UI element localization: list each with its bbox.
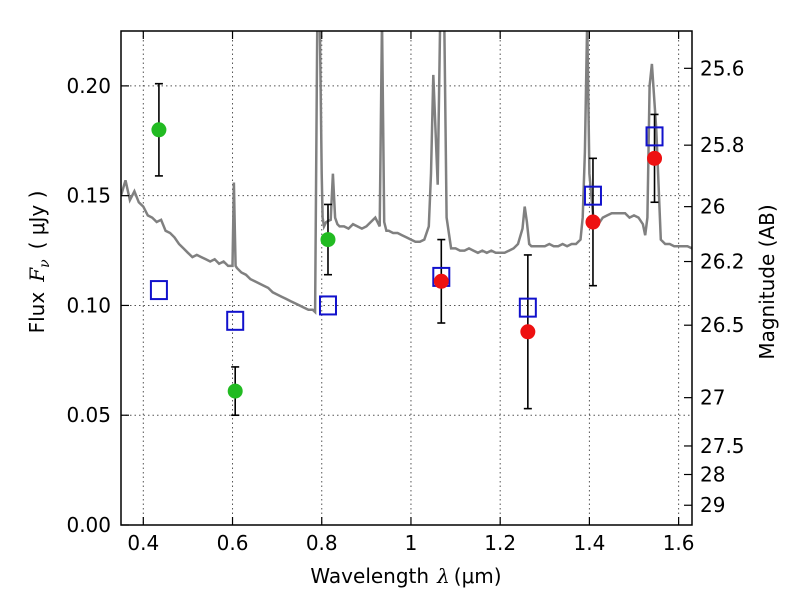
x-tick-label: 0.6	[217, 531, 249, 555]
measured-flux-point	[320, 232, 336, 248]
magnitude-tick-label: 25.6	[700, 56, 745, 80]
magnitude-tick-label: 27.5	[700, 434, 745, 458]
magnitude-ticks: 25.6 25.8 26 26.2 26.5 27 27.5 28 29	[684, 56, 745, 517]
x-tick-label: 1.2	[484, 531, 516, 555]
y-tick-label: 0.15	[66, 184, 111, 208]
x-tick-label: 1	[405, 531, 418, 555]
y-tick-label: 0.05	[66, 403, 111, 427]
magnitude-tick-label: 25.8	[700, 133, 745, 157]
model-flux-square	[583, 185, 602, 206]
y-ticks: 0.00 0.05 0.10 0.15 0.20	[66, 74, 129, 537]
measured-flux-point	[520, 324, 536, 340]
measured-flux-point	[151, 122, 167, 138]
model-flux-square	[518, 297, 537, 318]
x-ticks: 0.4 0.6 0.8 1 1.2 1.4 1.6	[127, 31, 695, 555]
plot-frame	[120, 30, 693, 526]
measured-flux-point	[433, 273, 449, 289]
measured-flux-point	[585, 214, 601, 230]
model-flux-square	[226, 310, 245, 331]
x-tick-label: 1.6	[663, 531, 695, 555]
magnitude-tick-label: 27	[700, 386, 725, 410]
x-tick-label: 1.4	[573, 531, 605, 555]
y-right-axis-title: Magnitude (AB)	[755, 204, 779, 359]
plot-area	[121, 31, 692, 525]
markers	[149, 122, 664, 399]
magnitude-tick-label: 26.2	[700, 250, 745, 274]
y-axis-title: FluxFν( μJy )	[25, 191, 53, 334]
x-axis-title: Wavelength λ (μm)	[310, 564, 501, 588]
y-tick-label: 0.20	[66, 74, 111, 98]
model-flux-square	[149, 280, 168, 301]
y-tick-label: 0.00	[66, 513, 111, 537]
spectrum-line	[121, 31, 692, 315]
model-flux-square	[645, 126, 664, 147]
y-tick-label: 0.10	[66, 293, 111, 317]
magnitude-tick-label: 28	[700, 463, 725, 487]
x-tick-label: 0.8	[306, 531, 338, 555]
measured-flux-point	[227, 383, 243, 399]
model-flux-square	[318, 295, 337, 316]
magnitude-tick-label: 29	[700, 493, 725, 517]
magnitude-tick-label: 26	[700, 195, 725, 219]
measured-flux-point	[647, 150, 663, 166]
magnitude-tick-label: 26.5	[700, 313, 745, 337]
x-tick-label: 0.4	[127, 531, 159, 555]
